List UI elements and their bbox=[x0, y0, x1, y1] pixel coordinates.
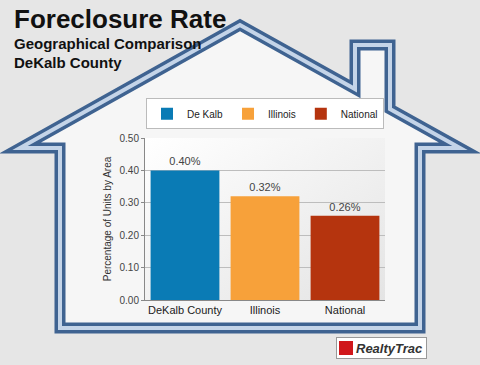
svg-text:0.00: 0.00 bbox=[120, 295, 140, 306]
html-text:RealtyTrac: RealtyTrac bbox=[356, 340, 423, 356]
svg-text:0.30: 0.30 bbox=[120, 197, 140, 208]
svg-text:National: National bbox=[341, 109, 378, 120]
svg-text:National: National bbox=[325, 304, 365, 316]
html-text:Foreclosure Rate: Foreclosure Rate bbox=[14, 4, 227, 34]
svg-text:0.32%: 0.32% bbox=[249, 181, 280, 193]
svg-text:Illinois: Illinois bbox=[268, 109, 296, 120]
svg-text:0.26%: 0.26% bbox=[329, 201, 360, 213]
svg-text:0.20: 0.20 bbox=[120, 230, 140, 241]
svg-text:0.50: 0.50 bbox=[120, 133, 140, 144]
svg-text:0.10: 0.10 bbox=[120, 262, 140, 273]
svg-text:De Kalb: De Kalb bbox=[187, 109, 223, 120]
svg-text:Percentage of Units by Area: Percentage of Units by Area bbox=[102, 156, 113, 281]
svg-text:DeKalb County: DeKalb County bbox=[148, 304, 222, 316]
svg-text:0.40: 0.40 bbox=[120, 165, 140, 176]
svg-text:0.40%: 0.40% bbox=[169, 155, 200, 167]
html-text:Geographical Comparison: Geographical Comparison bbox=[14, 35, 202, 52]
html-text:DeKalb County: DeKalb County bbox=[14, 54, 122, 71]
svg-text:Illinois: Illinois bbox=[250, 304, 281, 316]
